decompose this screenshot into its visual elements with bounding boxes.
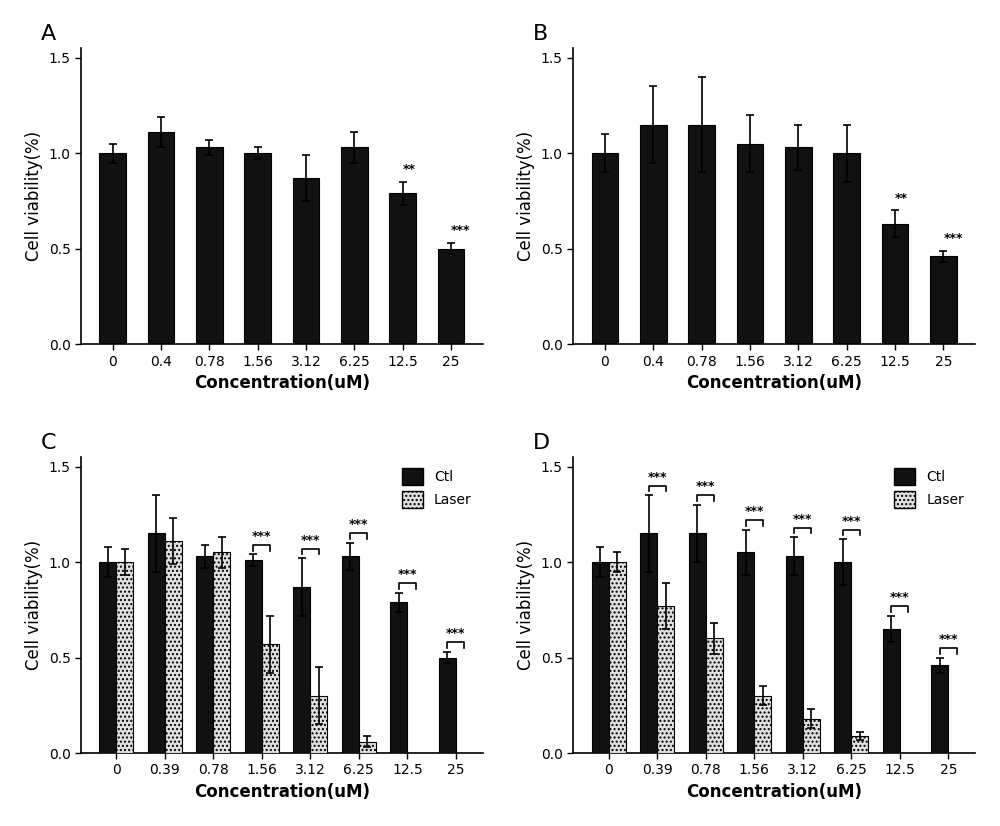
- Bar: [882, 224, 908, 344]
- Bar: [245, 560, 262, 753]
- Legend: Ctl, Laser: Ctl, Laser: [890, 464, 968, 511]
- Text: ***: ***: [943, 232, 963, 244]
- Y-axis label: Cell viability(%): Cell viability(%): [25, 131, 43, 261]
- Bar: [657, 606, 674, 753]
- Bar: [592, 562, 609, 753]
- Bar: [310, 695, 327, 753]
- Bar: [99, 562, 116, 753]
- X-axis label: Concentration(uM): Concentration(uM): [194, 374, 370, 392]
- Bar: [834, 562, 851, 753]
- Bar: [99, 153, 126, 344]
- Text: ***: ***: [647, 471, 667, 484]
- Bar: [737, 144, 763, 344]
- Bar: [833, 153, 860, 344]
- Bar: [931, 665, 948, 753]
- Y-axis label: Cell viability(%): Cell viability(%): [517, 540, 535, 670]
- Bar: [689, 534, 706, 753]
- Text: D: D: [533, 434, 550, 453]
- Text: **: **: [403, 163, 416, 176]
- X-axis label: Concentration(uM): Concentration(uM): [194, 783, 370, 801]
- Bar: [244, 153, 271, 344]
- Text: ***: ***: [841, 515, 861, 528]
- Text: ***: ***: [939, 633, 958, 646]
- Y-axis label: Cell viability(%): Cell viability(%): [517, 131, 535, 261]
- Bar: [609, 562, 626, 753]
- Bar: [706, 638, 723, 753]
- Bar: [262, 644, 279, 753]
- X-axis label: Concentration(uM): Concentration(uM): [686, 374, 862, 392]
- Text: ***: ***: [398, 568, 417, 582]
- Bar: [754, 695, 771, 753]
- Bar: [786, 556, 803, 753]
- Text: ***: ***: [446, 627, 466, 640]
- Bar: [640, 534, 657, 753]
- Bar: [148, 534, 165, 753]
- Bar: [883, 629, 900, 753]
- Bar: [116, 562, 133, 753]
- Text: ***: ***: [301, 534, 320, 547]
- Bar: [785, 148, 812, 344]
- Bar: [293, 586, 310, 753]
- Bar: [640, 125, 667, 344]
- Text: ***: ***: [349, 519, 369, 531]
- Bar: [213, 553, 230, 753]
- Bar: [196, 148, 223, 344]
- Bar: [359, 742, 376, 753]
- Bar: [688, 125, 715, 344]
- Bar: [439, 657, 456, 753]
- Text: ***: ***: [252, 530, 272, 543]
- Bar: [851, 736, 868, 753]
- Bar: [293, 178, 319, 344]
- Bar: [390, 602, 407, 753]
- Text: ***: ***: [451, 224, 471, 237]
- Bar: [737, 553, 754, 753]
- Text: **: **: [895, 192, 908, 205]
- Y-axis label: Cell viability(%): Cell viability(%): [25, 540, 43, 670]
- Bar: [389, 193, 416, 344]
- Text: C: C: [41, 434, 56, 453]
- Text: ***: ***: [744, 505, 764, 518]
- Bar: [803, 719, 820, 753]
- Bar: [438, 249, 464, 344]
- Bar: [148, 132, 174, 344]
- Bar: [341, 148, 368, 344]
- Legend: Ctl, Laser: Ctl, Laser: [398, 464, 476, 511]
- Bar: [165, 541, 182, 753]
- Bar: [592, 153, 618, 344]
- Text: ***: ***: [793, 513, 812, 525]
- Text: B: B: [533, 25, 548, 45]
- Bar: [342, 556, 359, 753]
- Text: ***: ***: [696, 480, 715, 493]
- Text: ***: ***: [890, 591, 909, 604]
- Text: A: A: [41, 25, 56, 45]
- Bar: [196, 556, 213, 753]
- X-axis label: Concentration(uM): Concentration(uM): [686, 783, 862, 801]
- Bar: [930, 256, 957, 344]
